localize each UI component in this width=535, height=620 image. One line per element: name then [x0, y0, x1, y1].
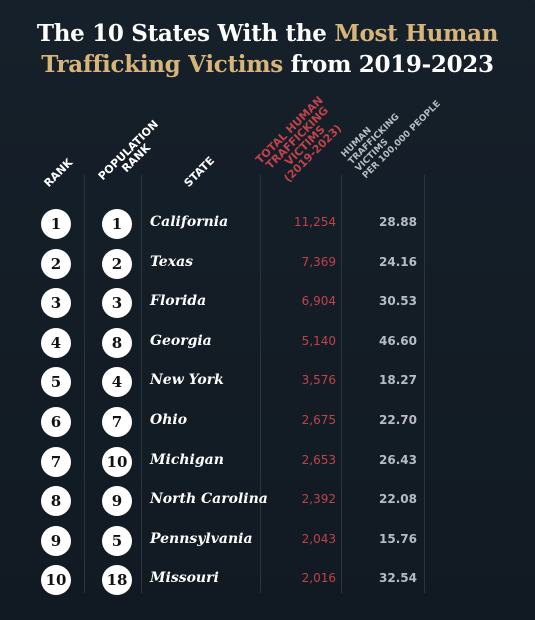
state-name: North Carolina: [150, 491, 268, 508]
title-line-1: The 10 States With the Most Human: [36, 20, 499, 47]
per-100k-value: 46.60: [379, 333, 417, 348]
table-row: 10 18 Missouri 2,016 32.54: [0, 559, 535, 599]
table-row: 1 1 California 11,254 28.88: [0, 203, 535, 243]
table-row: 3 3 Florida 6,904 30.53: [0, 282, 535, 322]
population-rank-badge: 2: [102, 248, 132, 279]
divider-line: [341, 175, 342, 593]
state-name: California: [150, 214, 229, 230]
page-title: The 10 States With the Most Human Traffi…: [0, 18, 535, 80]
header-state: STATE: [181, 154, 218, 190]
rank-badge: 3: [41, 288, 71, 319]
per-100k-value: 26.43: [379, 452, 417, 467]
table-row: 2 2 Texas 7,369 24.16: [0, 243, 535, 283]
state-name: Missouri: [150, 570, 219, 587]
table-row: 5 4 New York 3,576 18.27: [0, 361, 535, 401]
state-name: Texas: [150, 253, 194, 270]
per-100k-value: 24.16: [379, 254, 417, 269]
header-per-100k: HUMAN TRAFFICKING VICTIMS PER 100,000 PE…: [339, 99, 443, 181]
per-100k-value: 28.88: [379, 215, 417, 229]
population-rank-badge: 4: [102, 367, 132, 398]
per-100k-value: 22.70: [379, 413, 417, 427]
table-row: 8 9 North Carolina 2,392 22.08: [0, 480, 535, 520]
divider-line: [84, 175, 85, 593]
per-100k-value: 15.76: [379, 531, 417, 546]
state-name: Michigan: [150, 451, 224, 468]
state-name: Pennsylvania: [150, 530, 253, 547]
total-victims-value: 6,904: [301, 294, 336, 309]
header-population-rank: POPULATION RANK: [95, 117, 161, 183]
rank-badge: 2: [41, 248, 71, 279]
table-row: 7 10 Michigan 2,653 26.43: [0, 441, 535, 481]
divider-line: [141, 175, 142, 593]
population-rank-badge: 3: [102, 288, 132, 319]
table-row: 4 8 Georgia 5,140 46.60: [0, 322, 535, 362]
rank-badge: 5: [41, 367, 71, 398]
total-victims-value: 2,043: [301, 531, 336, 546]
state-name: Ohio: [150, 412, 188, 428]
state-name: Georgia: [150, 332, 212, 349]
state-name: Florida: [150, 293, 207, 310]
rank-badge: 9: [41, 525, 71, 556]
total-victims-value: 2,016: [301, 571, 336, 586]
rank-badge: 1: [41, 209, 71, 239]
per-100k-value: 32.54: [379, 571, 417, 586]
per-100k-value: 18.27: [379, 373, 417, 388]
total-victims-value: 2,675: [301, 413, 336, 427]
divider-line: [260, 175, 261, 593]
population-rank-badge: 1: [102, 209, 132, 239]
per-100k-value: 22.08: [379, 492, 417, 507]
per-100k-value: 30.53: [379, 294, 417, 309]
total-victims-value: 11,254: [294, 215, 336, 229]
header-rank: RANK: [41, 155, 76, 190]
total-victims-value: 7,369: [301, 254, 336, 269]
header-total-victims: TOTAL HUMAN TRAFFICKING VICTIMS (2019-20…: [253, 93, 345, 185]
title-line-2: Trafficking Victims from 2019-2023: [41, 51, 494, 78]
rank-badge: 8: [41, 486, 71, 517]
rank-badge: 10: [41, 565, 71, 596]
total-victims-value: 2,653: [301, 452, 336, 467]
population-rank-badge: 8: [102, 327, 132, 358]
table-row: 6 7 Ohio 2,675 22.70: [0, 401, 535, 441]
total-victims-value: 3,576: [301, 373, 336, 388]
table-row: 9 5 Pennsylvania 2,043 15.76: [0, 520, 535, 560]
divider-line: [424, 175, 425, 593]
rank-badge: 7: [41, 446, 71, 477]
population-rank-badge: 7: [102, 407, 132, 437]
rank-badge: 4: [41, 327, 71, 358]
total-victims-value: 2,392: [301, 492, 336, 507]
state-name: New York: [150, 372, 224, 389]
population-rank-badge: 9: [102, 486, 132, 517]
total-victims-value: 5,140: [301, 333, 336, 348]
rank-badge: 6: [41, 407, 71, 437]
population-rank-badge: 18: [102, 565, 132, 596]
population-rank-badge: 5: [102, 525, 132, 556]
population-rank-badge: 10: [102, 446, 132, 477]
